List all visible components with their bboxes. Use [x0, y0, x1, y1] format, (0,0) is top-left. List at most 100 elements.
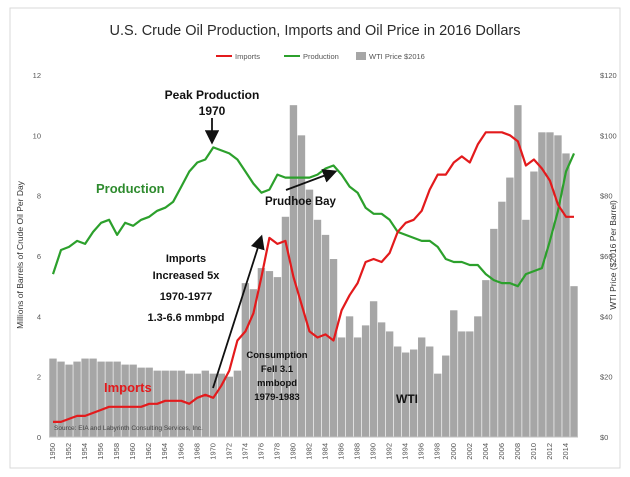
y-left-tick-label: 10 — [33, 131, 41, 140]
x-tick-label: 1960 — [128, 443, 137, 460]
wti-bar-1978 — [273, 277, 282, 437]
wti-bar-1972 — [225, 376, 234, 437]
annotation-imports-range: 1.3-6.6 mmbpd — [147, 312, 224, 324]
wti-bar-2010 — [530, 171, 538, 437]
y-right-tick-label: $80 — [600, 192, 613, 201]
x-tick-label: 1982 — [304, 443, 313, 460]
x-tick-label: 2012 — [545, 443, 554, 460]
x-tick-label: 1952 — [64, 443, 73, 460]
source-note: Source: EIA and Labyrinth Consulting Ser… — [54, 425, 203, 432]
wti-bar-2011 — [538, 132, 546, 437]
x-tick-label: 1990 — [369, 443, 378, 460]
x-tick-label: 2002 — [465, 443, 474, 460]
chart-title: U.S. Crude Oil Production, Imports and O… — [109, 23, 520, 39]
x-tick-label: 1972 — [224, 443, 233, 460]
annotation-imports-title: Imports — [166, 253, 206, 265]
series-lines — [51, 131, 576, 423]
wti-bar-1990 — [369, 301, 378, 437]
annotation-imports-5x: Increased 5x — [153, 270, 221, 282]
wti-bar-2014 — [562, 153, 570, 437]
x-tick-label: 1980 — [288, 443, 297, 460]
wti-bar-2015 — [570, 286, 578, 437]
wti-bar-1970 — [209, 373, 217, 437]
wti-bar-1999 — [442, 355, 450, 437]
wti-bar-2004 — [482, 280, 490, 437]
x-tick-label: 1988 — [353, 443, 362, 460]
wti-bar-1969 — [201, 370, 209, 437]
annotation-wti-label: WTI — [396, 392, 418, 406]
wti-bar-1981 — [297, 135, 306, 437]
y-left-tick-label: 2 — [37, 373, 41, 382]
wti-bar-1964 — [161, 370, 169, 437]
y-left-tick-label: 12 — [33, 71, 41, 80]
y-left-tick-label: 0 — [37, 433, 41, 442]
wti-bar-1975 — [249, 289, 258, 437]
wti-bar-1951 — [57, 361, 65, 437]
wti-bar-1957 — [105, 361, 113, 437]
annotation-imports-label: Imports — [104, 380, 152, 395]
wti-bar-1953 — [73, 361, 81, 437]
wti-bar-1962 — [145, 367, 153, 437]
x-tick-label: 1976 — [256, 443, 265, 460]
x-tick-label: 2006 — [497, 443, 506, 460]
prudhoe-bay-arrow — [285, 169, 338, 191]
wti-bar-1974 — [241, 283, 250, 437]
x-tick-label: 2008 — [513, 443, 522, 460]
wti-bar-1984 — [321, 234, 330, 437]
x-tick-label: 1994 — [401, 443, 410, 460]
wti-bar-2007 — [506, 177, 514, 437]
wti-bar-1976 — [257, 268, 266, 437]
x-tick-label: 1992 — [385, 443, 394, 460]
x-tick-label: 1978 — [272, 443, 281, 460]
annotation-peak-year: 1970 — [199, 104, 226, 118]
wti-bar-1960 — [129, 364, 137, 437]
x-tick-label: 1968 — [192, 443, 201, 460]
wti-bar-1967 — [185, 373, 193, 437]
series-line-production — [51, 146, 576, 288]
y-right-tick-label: $120 — [600, 71, 617, 80]
wti-bar-1956 — [97, 361, 105, 437]
wti-bar-2002 — [466, 331, 474, 437]
x-tick-label: 1996 — [417, 443, 426, 460]
x-tick-label: 1964 — [160, 443, 169, 460]
y-left-tick-label: 6 — [37, 252, 41, 261]
annotation-peak-production: Peak Production — [165, 88, 260, 102]
annotations: Peak Production 1970 Production Prudhoe … — [96, 88, 418, 406]
wti-bar-1994 — [401, 352, 410, 437]
x-tick-label: 2010 — [529, 443, 538, 460]
annotation-consumption-years: 1979-1983 — [254, 392, 299, 403]
wti-bar-1959 — [121, 364, 129, 437]
annotation-consumption: Consumption — [246, 350, 307, 361]
x-tick-label: 1986 — [337, 443, 346, 460]
x-tick-label: 2014 — [561, 443, 570, 460]
y-axis-left-label: Millions of Barrels of Crude Oil Per Day — [15, 180, 25, 329]
wti-bar-1992 — [385, 331, 394, 437]
wti-bar-1997 — [426, 346, 434, 437]
x-tick-label: 1966 — [176, 443, 185, 460]
wti-bar-2008 — [514, 105, 522, 438]
chart-border — [9, 7, 621, 469]
axes: 0 2 4 6 8 10 12 $0 $20 $40 $60 $80 $100 $120 1950 1952 1… — [33, 71, 617, 460]
legend-swatch-wti — [356, 52, 366, 60]
legend-label-production: Production — [303, 52, 339, 61]
y-right-tick-label: $0 — [600, 433, 608, 442]
wti-bar-1961 — [137, 367, 145, 437]
wti-bar-1996 — [418, 337, 426, 437]
wti-bar-2003 — [474, 316, 482, 437]
y-right-tick-label: $20 — [600, 373, 613, 382]
x-tick-label: 1962 — [144, 443, 153, 460]
x-tick-label: 1970 — [208, 443, 217, 460]
wti-bar-1954 — [81, 358, 89, 437]
wti-bar-1968 — [193, 373, 201, 437]
wti-bar-1979 — [281, 216, 290, 437]
wti-bar-1965 — [169, 370, 177, 437]
x-tick-label: 2004 — [481, 443, 490, 460]
wti-bar-1950 — [49, 358, 57, 437]
wti-bar-1986 — [337, 337, 346, 437]
wti-bar-1993 — [393, 346, 402, 437]
wti-bar-1958 — [113, 361, 121, 437]
legend-label-wti: WTI Price $2016 — [369, 52, 425, 61]
wti-bar-1973 — [233, 370, 242, 437]
